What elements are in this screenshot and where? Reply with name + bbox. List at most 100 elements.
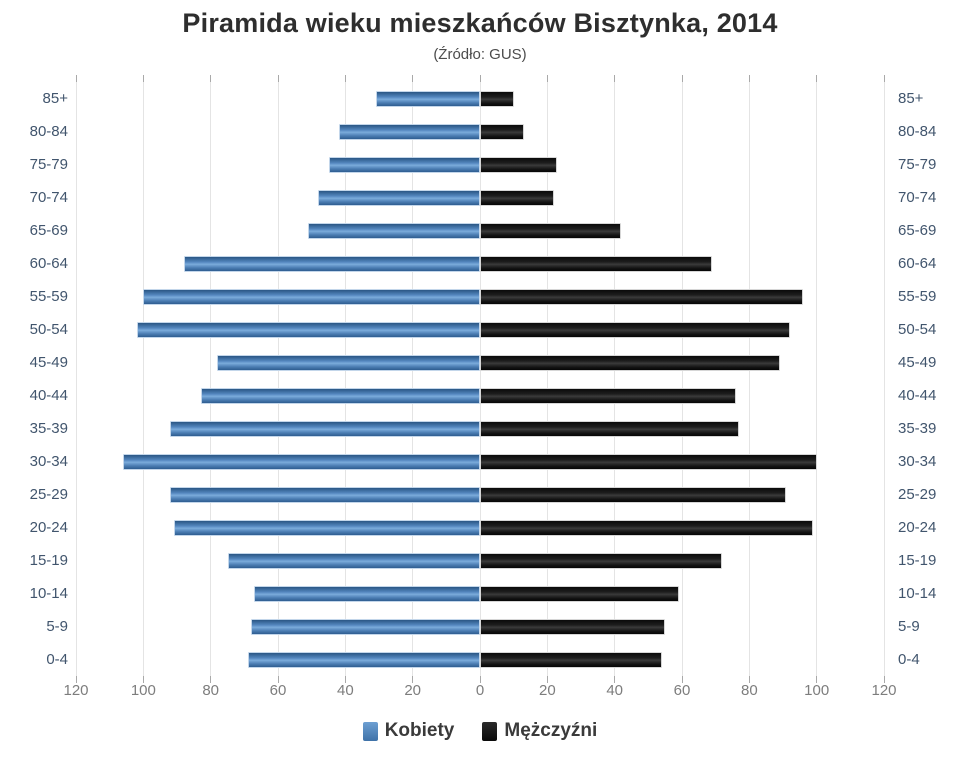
bar-women-40-44 (200, 387, 480, 404)
bar-men-20-24 (480, 519, 814, 536)
pyramid-row (76, 346, 884, 379)
age-label: 40-44 (898, 387, 937, 404)
bar-women-35-39 (170, 420, 480, 437)
age-label: 40-44 (29, 387, 68, 404)
axis-tick-mark (142, 75, 144, 82)
pyramid-row (76, 643, 884, 676)
bar-men-50-54 (480, 321, 790, 338)
bar-men-25-29 (480, 486, 787, 503)
pyramid-row (76, 148, 884, 181)
age-label: 60-64 (898, 255, 937, 272)
age-label: 75-79 (29, 156, 68, 173)
chart-legend: Kobiety Mężczyźni (0, 720, 960, 742)
pyramid-row (76, 544, 884, 577)
axis-tick-mark (479, 676, 481, 683)
x-axis-tick-labels: 120 100 80 60 40 20 0 20 40 60 80 100 120 (63, 682, 896, 702)
gridline (344, 82, 346, 676)
gridline (210, 82, 212, 676)
age-label: 5-9 (46, 618, 68, 635)
bar-women-60-64 (183, 255, 480, 272)
age-label: 20-24 (898, 519, 937, 536)
bar-women-25-29 (170, 486, 480, 503)
bar-women-20-24 (173, 519, 480, 536)
bar-women-50-54 (136, 321, 480, 338)
axis-tick-mark (816, 75, 818, 82)
plot-area (75, 82, 885, 676)
axis-tick-mark (883, 75, 885, 82)
pyramid-row (76, 247, 884, 280)
pyramid-row (76, 181, 884, 214)
age-label: 85+ (898, 90, 924, 107)
bar-women-85+ (375, 90, 480, 107)
bar-men-80-84 (480, 123, 524, 140)
age-label: 35-39 (898, 420, 937, 437)
age-label: 75-79 (898, 156, 937, 173)
age-label: 30-34 (29, 453, 68, 470)
axis-tick-mark (614, 75, 616, 82)
gridline (412, 82, 414, 676)
age-label: 50-54 (29, 321, 68, 338)
age-label: 55-59 (29, 288, 68, 305)
gridline (75, 82, 77, 676)
bar-women-80-84 (338, 123, 480, 140)
x-axis-tick-label: 40 (336, 682, 354, 699)
x-axis-tick-label: 20 (404, 682, 421, 699)
gridline (681, 82, 683, 676)
chart-subtitle: (Źródło: GUS) (433, 46, 527, 63)
pyramid-row (76, 610, 884, 643)
axis-tick-mark (277, 676, 279, 683)
age-label: 10-14 (29, 585, 68, 602)
bar-men-60-64 (480, 255, 713, 272)
bar-men-65-69 (480, 222, 622, 239)
axis-tick-mark (816, 676, 818, 683)
gridline (748, 82, 750, 676)
age-label: 55-59 (898, 288, 937, 305)
axis-tick-mark (614, 676, 616, 683)
bar-men-70-74 (480, 189, 555, 206)
women-swatch-icon (362, 721, 378, 741)
age-label: 5-9 (898, 618, 920, 635)
pyramid-rows (76, 82, 884, 676)
age-label: 65-69 (898, 222, 937, 239)
axis-tick-mark (344, 676, 346, 683)
age-label: 30-34 (898, 453, 937, 470)
axis-tick-mark (748, 75, 750, 82)
gridline (883, 82, 885, 676)
x-axis-tick-label: 60 (269, 682, 287, 699)
axis-tick-mark (142, 676, 144, 683)
bar-women-30-34 (123, 453, 480, 470)
axis-tick-mark (75, 676, 77, 683)
age-label: 25-29 (898, 486, 937, 503)
legend-item-men: Mężczyźni (482, 720, 597, 742)
pyramid-row (76, 511, 884, 544)
pyramid-row (76, 280, 884, 313)
bar-women-55-59 (143, 288, 480, 305)
age-label: 45-49 (29, 354, 68, 371)
axis-tick-mark (277, 75, 279, 82)
axis-tick-mark (210, 676, 212, 683)
age-label: 60-64 (29, 255, 68, 272)
bar-women-45-49 (217, 354, 480, 371)
pyramid-row (76, 412, 884, 445)
pyramid-row (76, 379, 884, 412)
bar-men-40-44 (480, 387, 736, 404)
axis-tick-mark (412, 676, 414, 683)
x-axis-tick-label: 80 (740, 682, 758, 699)
bar-women-70-74 (318, 189, 480, 206)
bar-men-15-19 (480, 552, 723, 569)
axis-tick-mark (344, 75, 346, 82)
axis-tick-mark (546, 75, 548, 82)
gridline (277, 82, 279, 676)
legend-item-women: Kobiety (362, 720, 454, 742)
x-axis-tick-label: 60 (673, 682, 691, 699)
gridline (479, 82, 481, 676)
bar-men-30-34 (480, 453, 817, 470)
x-axis-tick-label: 100 (804, 682, 830, 699)
age-label: 15-19 (898, 552, 937, 569)
x-axis-tick-label: 120 (63, 682, 89, 699)
age-label: 15-19 (29, 552, 68, 569)
x-axis-tick-label: 0 (475, 682, 485, 699)
age-label: 0-4 (46, 651, 68, 668)
axis-tick-mark (681, 75, 683, 82)
